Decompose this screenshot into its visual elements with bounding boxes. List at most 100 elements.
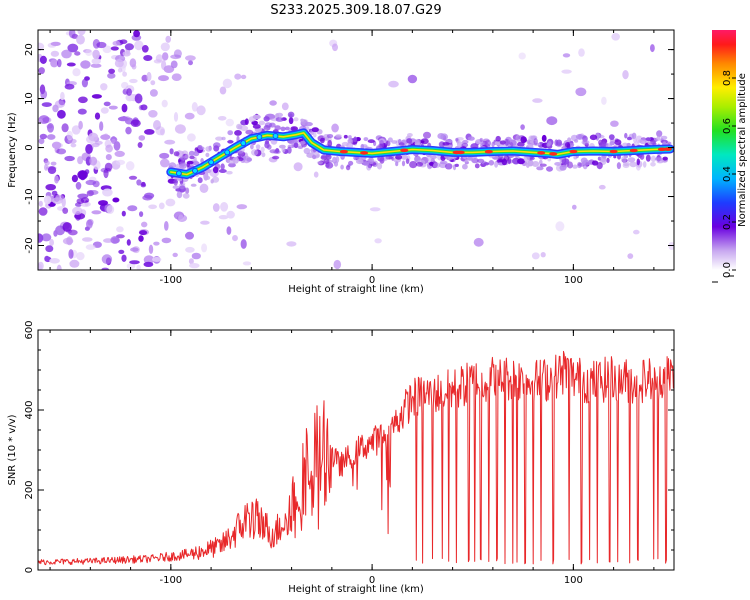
noise-blob (103, 101, 111, 107)
noise-blob (134, 93, 143, 104)
ridge-halo-blob (213, 145, 220, 152)
ridge-halo-blob (335, 155, 340, 163)
noise-blob (75, 181, 82, 190)
noise-blob (174, 124, 186, 134)
noise-blob (66, 236, 73, 246)
ridge-halo-blob (220, 163, 225, 170)
ridge-halo-blob (650, 139, 656, 145)
noise-blob (161, 99, 168, 108)
ridge-halo-blob (401, 160, 406, 167)
ridge-halo-blob (293, 142, 299, 149)
noise-blob (92, 49, 100, 60)
spectrogram-y-label: Frequency (Hz) (7, 112, 18, 188)
ridge-halo-blob (197, 177, 203, 184)
ridge-halo-blob (179, 163, 187, 170)
ridge-halo-blob (546, 166, 553, 172)
noise-blob (90, 63, 102, 68)
noise-blob (114, 59, 124, 68)
noise-blob (38, 67, 45, 75)
noise-blob (150, 80, 156, 86)
ridge-halo-blob (395, 161, 399, 167)
ridge-halo-blob (484, 139, 492, 147)
ridge-dot (272, 133, 279, 139)
noise-blob (130, 119, 141, 127)
noise-blob (53, 230, 58, 237)
noise-blob (212, 203, 220, 212)
ridge-halo-blob (497, 157, 503, 163)
ridge-halo-blob (221, 136, 226, 141)
ridge-halo-blob (523, 155, 530, 162)
ridge-halo-blob (517, 141, 525, 147)
ridge-halo-blob (645, 137, 651, 142)
ridge-halo-blob (245, 129, 254, 135)
noise-blob (88, 190, 99, 195)
ridge-halo-blob (464, 159, 469, 163)
ridge-halo-blob (654, 157, 663, 162)
ridge-halo-blob (335, 134, 342, 138)
snr-y-tick-label: 600 (24, 320, 35, 339)
noise-blob (117, 67, 123, 73)
noise-blob (125, 126, 132, 135)
ridge-halo-blob (180, 155, 186, 161)
noise-blob (185, 231, 194, 240)
noise-blob (165, 35, 171, 43)
noise-blob (85, 144, 93, 154)
ridge-halo-blob (423, 131, 431, 139)
ridge-halo-blob (226, 170, 233, 175)
noise-blob (407, 74, 418, 84)
noise-blob (140, 104, 148, 111)
ridge-halo-blob (554, 162, 562, 166)
ridge-halo-blob (287, 111, 295, 118)
noise-blob (199, 183, 209, 193)
noise-blob (94, 140, 103, 145)
colorbar-tick-label: 0.0 (722, 262, 733, 278)
noise-blob (331, 123, 339, 133)
noise-blob (82, 237, 93, 242)
noise-blob (218, 215, 229, 220)
noise-blob (540, 252, 546, 258)
ridge-halo-blob (275, 148, 280, 154)
noise-blob (374, 238, 382, 244)
noise-blob (633, 229, 640, 235)
noise-blob (80, 60, 91, 69)
noise-blob (67, 43, 79, 53)
ridge-halo-blob (255, 144, 261, 150)
noise-blob (85, 179, 97, 186)
noise-blob (68, 249, 74, 259)
ridge-halo-blob (645, 154, 651, 162)
noise-blob (220, 202, 229, 212)
noise-blob (170, 60, 178, 69)
noise-blob (148, 110, 158, 118)
ridge-halo-blob (415, 142, 420, 146)
noise-blob (45, 184, 56, 191)
noise-blob (56, 264, 62, 270)
ridge-halo-blob (462, 139, 469, 144)
noise-blob (71, 125, 81, 135)
ridge-halo-blob (379, 140, 384, 146)
ridge-halo-blob (348, 160, 354, 166)
noise-blob (115, 159, 126, 165)
ridge-halo-blob (387, 137, 393, 143)
ridge-halo-blob (637, 139, 644, 143)
ridge-halo-blob (432, 162, 441, 168)
ridge-hotspot (484, 149, 493, 154)
ridge-halo-blob (178, 183, 186, 190)
snr-x-ticks: -100 0 100 (49, 330, 655, 586)
ridge-halo-blob (633, 137, 637, 143)
ridge-halo-blob (547, 157, 552, 162)
ridge-halo-blob (456, 141, 464, 148)
noise-blob (170, 54, 182, 60)
noise-blob (121, 116, 127, 121)
ridge-halo-blob (237, 150, 244, 154)
ridge-halo-blob (189, 155, 195, 160)
noise-blob (148, 244, 154, 254)
ridge-halo-blob (599, 141, 606, 148)
ridge-dot (208, 159, 215, 166)
snr-y-tick-label: 0 (24, 567, 35, 573)
noise-blob (105, 154, 112, 161)
noise-blob (122, 71, 127, 77)
ridge-halo-blob (526, 162, 530, 168)
ridge-halo-blob (260, 146, 265, 153)
colorbar-label: Normalized spectral amplitude (737, 73, 748, 227)
noise-blob (70, 143, 77, 148)
